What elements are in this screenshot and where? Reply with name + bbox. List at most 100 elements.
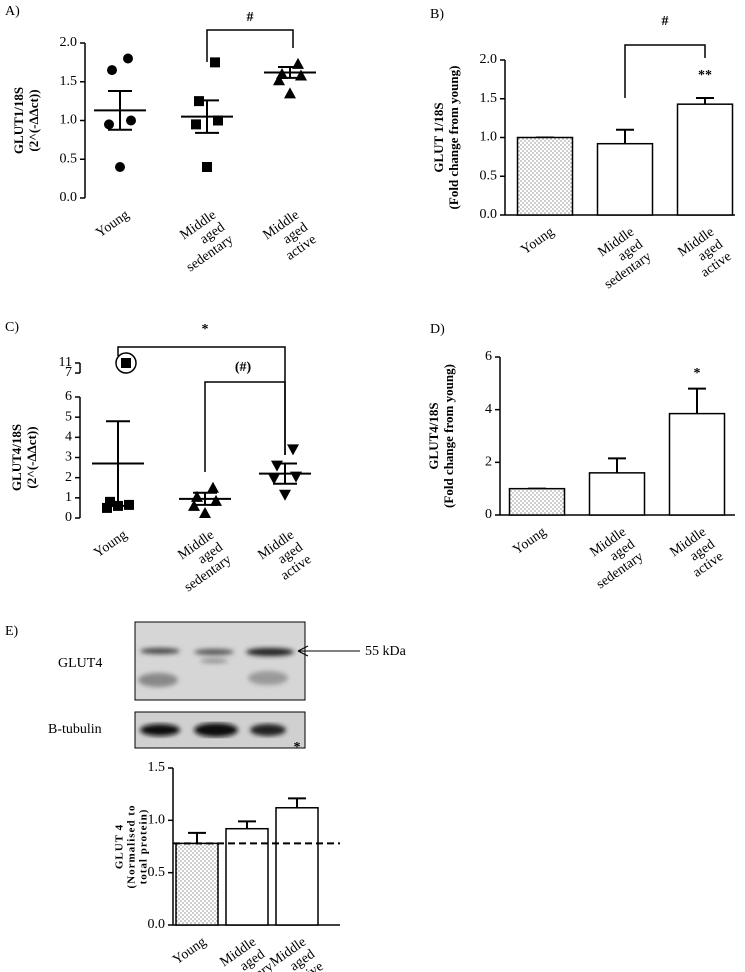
- point: [199, 506, 211, 518]
- point: [102, 502, 112, 513]
- y-tick-label: 1.0: [480, 130, 498, 145]
- y-tick-label: 4: [485, 402, 492, 417]
- y-tick-label: 7: [65, 365, 72, 380]
- y-tick-label: 0.5: [60, 151, 78, 166]
- point: [207, 481, 219, 493]
- point: [271, 460, 283, 472]
- y-tick-label: 0: [485, 507, 492, 522]
- bar: [588, 472, 646, 516]
- point: [213, 115, 223, 126]
- y-axis-label: (2^(-ΔΔct)): [26, 89, 41, 151]
- point: [287, 444, 299, 456]
- point: [104, 119, 114, 130]
- y-axis-label: GLUT1/18S: [11, 87, 26, 154]
- y-tick-label: 0: [65, 510, 72, 525]
- panel-label: E): [5, 624, 19, 639]
- bar: [508, 487, 566, 516]
- y-axis-label: GLUT4/18S: [426, 402, 441, 469]
- marker-label: 55 kDa: [365, 644, 407, 659]
- significance-label: #: [662, 14, 669, 29]
- y-tick-label: 1: [65, 490, 72, 505]
- significance-bracket: [624, 44, 706, 98]
- y-tick-label: 3: [65, 450, 72, 465]
- y-tick-label: 0.0: [480, 207, 498, 222]
- y-axis-label: GLUT 4: [114, 824, 126, 869]
- point: [202, 162, 212, 172]
- point: [279, 489, 291, 501]
- panel-label: C): [5, 320, 19, 335]
- y-tick-label: 6: [485, 349, 492, 364]
- bar: [175, 842, 219, 926]
- point: [295, 69, 307, 81]
- x-tick-label: Young: [91, 528, 130, 561]
- bar: [596, 142, 654, 216]
- x-tick-label: Young: [518, 225, 557, 258]
- bar: [516, 136, 574, 216]
- point: [124, 499, 134, 510]
- significance-bracket: [206, 29, 294, 62]
- significance-bracket: [204, 381, 286, 472]
- point: [107, 65, 117, 76]
- significance-label: *: [202, 322, 209, 337]
- point: [273, 74, 285, 86]
- significance-label: (#): [235, 360, 252, 375]
- bar: [225, 827, 269, 926]
- blot-bands: [138, 648, 294, 687]
- point: [123, 53, 133, 64]
- y-tick-label: 5: [65, 409, 72, 424]
- panel-label: D): [430, 322, 445, 337]
- x-tick-label: Young: [510, 525, 549, 558]
- y-tick-label: 1.5: [60, 74, 78, 89]
- y-tick-label: 2: [65, 470, 72, 485]
- bar: [668, 412, 726, 516]
- y-tick-label: 0.5: [148, 865, 166, 880]
- y-axis-label: GLUT 1/18S: [431, 102, 446, 172]
- y-tick-label: 4: [65, 430, 72, 445]
- point: [121, 358, 131, 368]
- bar: [676, 103, 734, 216]
- outlier-ring: [115, 352, 137, 374]
- y-axis-label: (2^(-ΔΔct)): [24, 426, 39, 488]
- x-tick-label: Young: [170, 935, 209, 968]
- y-tick-label: 11: [59, 355, 72, 370]
- significance-label: *: [694, 366, 701, 381]
- y-tick-label: 2.0: [480, 52, 498, 67]
- point: [268, 473, 280, 485]
- y-tick-label: 1.5: [480, 91, 498, 106]
- point: [284, 87, 296, 99]
- y-tick-label: 1.5: [148, 760, 166, 775]
- y-axis-label: (Fold change from young): [446, 66, 461, 210]
- y-tick-label: 0.5: [480, 168, 498, 183]
- significance-label: #: [247, 10, 254, 25]
- significance-bracket: [117, 346, 286, 455]
- point: [115, 162, 125, 172]
- y-tick-label: 2.0: [60, 35, 78, 50]
- arrow-head: [297, 645, 309, 657]
- point: [105, 496, 115, 507]
- panel-label: A): [5, 4, 20, 19]
- point: [126, 115, 136, 126]
- point: [210, 57, 220, 68]
- y-tick-label: 0.0: [60, 190, 78, 205]
- y-tick-label: 0.0: [148, 917, 166, 932]
- y-tick-label: 1.0: [148, 813, 166, 828]
- blot: E) GLUT4 B-tubulin 55 kDa: [5, 621, 407, 749]
- blot-row-label: B-tubulin: [48, 722, 102, 737]
- x-tick-label: Young: [93, 208, 132, 241]
- y-axis-label: GLUT4/18S: [9, 424, 24, 491]
- y-axis-label: total protein): [138, 809, 150, 885]
- point: [210, 494, 222, 506]
- bar: [275, 807, 319, 926]
- y-tick-label: 1.0: [60, 113, 78, 128]
- y-tick-label: 6: [65, 389, 72, 404]
- panel-label: B): [430, 7, 444, 22]
- y-axis-label: (Normalised to: [126, 805, 138, 889]
- y-tick-label: 2: [485, 455, 492, 470]
- point: [191, 119, 201, 130]
- significance-label: *: [294, 740, 301, 755]
- significance-label: **: [698, 68, 712, 83]
- blot-row-label: GLUT4: [58, 656, 102, 671]
- blot-bands: [140, 723, 286, 737]
- y-axis-label: (Fold change from young): [441, 364, 456, 508]
